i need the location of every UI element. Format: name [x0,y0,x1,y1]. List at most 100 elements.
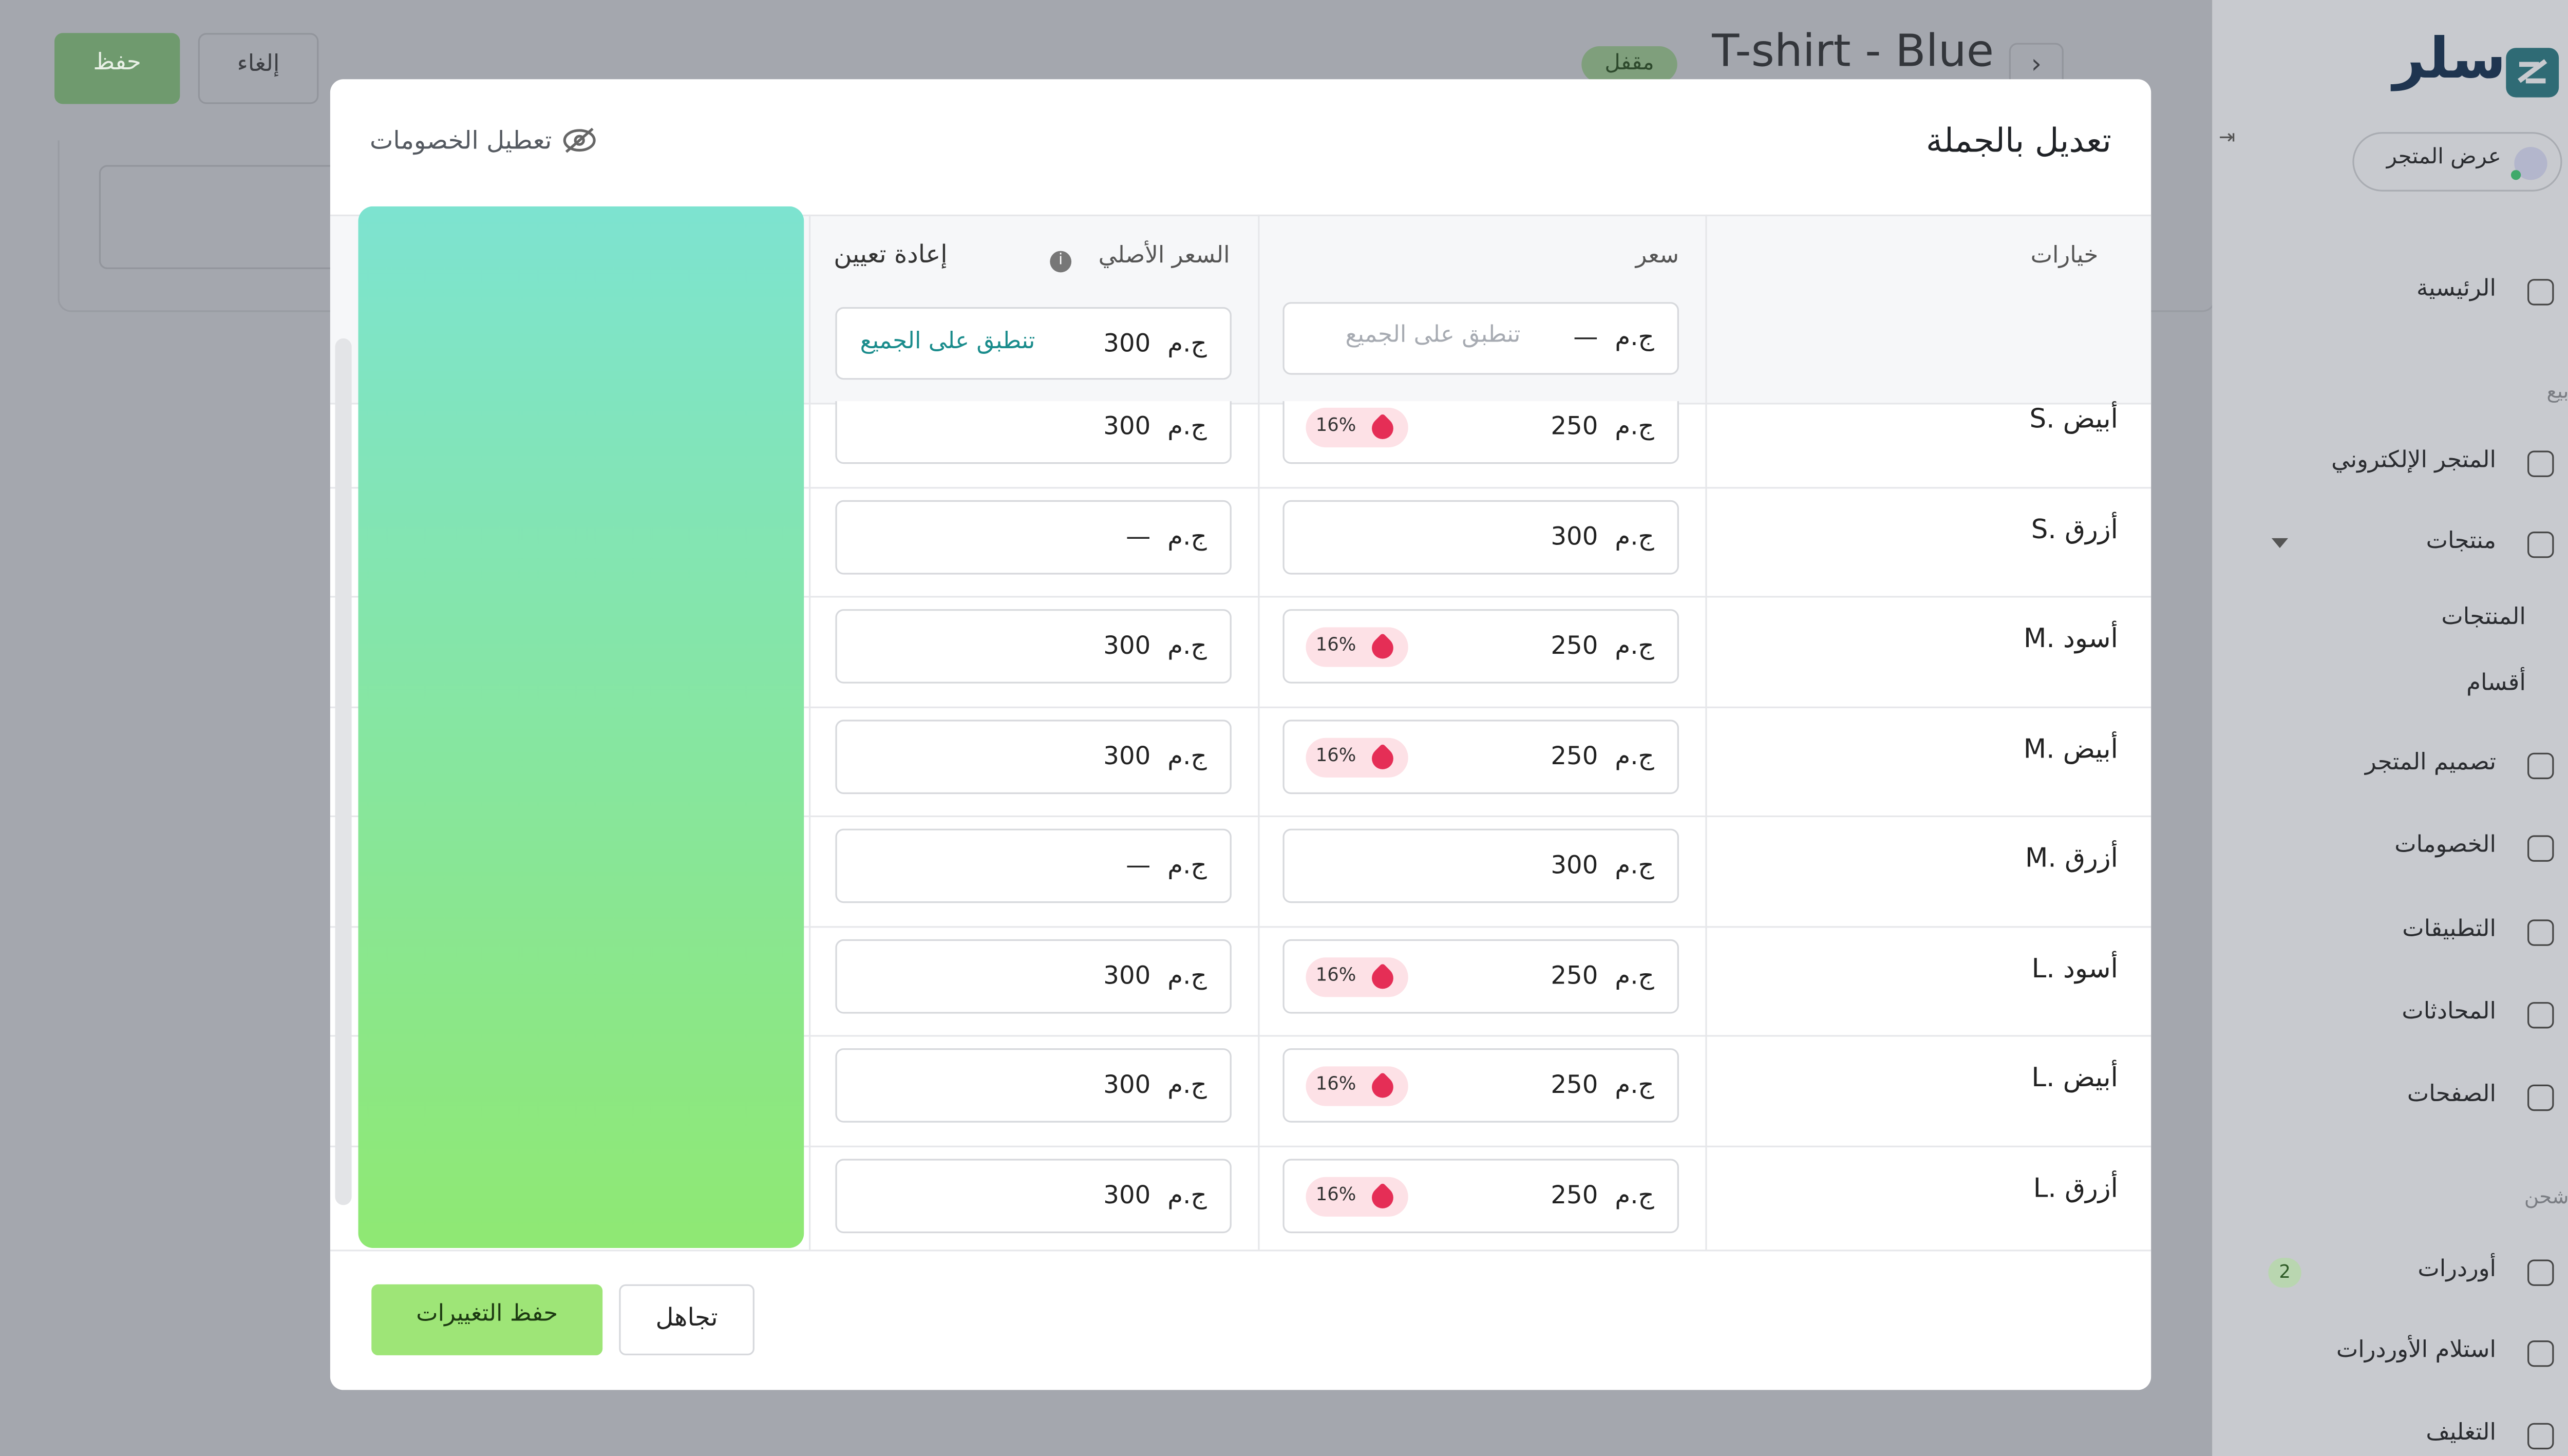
nav-icon [2527,1340,2554,1367]
original-input[interactable]: ج.م 300 [835,718,1232,793]
nav-label[interactable]: استلام الأوردرات [2336,1337,2496,1364]
original-input[interactable]: ج.م 300 [835,609,1232,684]
info-icon[interactable]: i [1050,251,1072,273]
quantity-apply-input[interactable]: تنطبق على الجميع [386,302,783,375]
nav-label[interactable]: منتجات [2426,528,2496,555]
nav-label[interactable]: أوردرات [2418,1256,2496,1283]
price-value: 250 [1551,630,1598,660]
original-apply-input[interactable]: ج.م 300 تنطبق على الجميع [835,307,1232,380]
discount-badge: 16% [1306,737,1408,777]
quantity-value: 29 [726,407,758,438]
quantity-input[interactable]: 29 [386,938,783,1013]
original-value: 300 [1103,411,1151,441]
price-apply-input[interactable]: ج.م — تنطبق على الجميع [1282,302,1679,375]
disable-discounts[interactable]: تعطيل الخصومات [370,125,598,155]
quantity-input[interactable]: 29 [386,828,783,903]
nav-icon [2527,1084,2554,1111]
store-button-label: عرض المتجر [2386,145,2501,171]
original-input[interactable]: ج.م 300 [835,401,1232,464]
bg-cancel-button[interactable]: إلغاء [198,33,319,104]
store-button[interactable]: عرض المتجر [2352,132,2562,192]
nav-label[interactable]: الخصومات [2394,832,2496,859]
quantity-input[interactable]: 29 [386,401,783,464]
nav-icon [2527,752,2554,780]
original-value: — [1126,850,1151,880]
original-value: 300 [1103,960,1151,990]
original-input[interactable]: ج.م — [835,828,1232,903]
discount-badge: 16% [1306,407,1408,448]
nav-label[interactable]: التطبيقات [2402,916,2496,943]
price-value: 250 [1551,411,1598,441]
original-input[interactable]: ج.م 300 [835,1048,1232,1123]
currency: ج.م [1167,328,1207,358]
currency: ج.م [1167,740,1207,770]
quantity-input[interactable]: 29 [386,499,783,574]
currency: ج.م [1615,322,1654,352]
nav-label[interactable]: أقسام [2466,670,2526,697]
currency: ج.م [1615,740,1654,770]
scrollbar[interactable] [335,338,352,1205]
col-reset[interactable]: إعادة تعيين [834,239,948,269]
col-divider [1705,214,1707,1250]
logo: سلر [2393,26,2506,92]
row-divider [330,815,2151,818]
price-input[interactable]: ج.م 250 16% [1282,1158,1679,1233]
dismiss-button[interactable]: تجاهل [619,1284,754,1355]
apply-all-link[interactable]: تنطبق على الجميع [860,328,1035,355]
original-input[interactable]: ج.م 300 [835,938,1232,1013]
original-input[interactable]: ج.م — [835,499,1232,574]
quantity-value: 29 [726,737,758,767]
price-input[interactable]: ج.م 250 16% [1282,718,1679,793]
quantity-value: 29 [726,846,758,877]
nav-label[interactable]: الرئيسية [2416,275,2496,302]
row-divider [330,925,2151,927]
option-label: M. أسود [2023,622,2118,654]
quantity-value: 29 [726,627,758,657]
nav-label[interactable]: المحادثات [2402,998,2496,1026]
quantity-input[interactable]: 29 [386,718,783,793]
price-value: 250 [1551,740,1598,770]
quantity-input[interactable]: 29 [386,609,783,684]
currency: ج.م [1167,411,1207,441]
option-label: L. أبيض [2031,1061,2118,1093]
save-changes-button[interactable]: حفظ التغييرات [371,1284,603,1355]
price-value: 250 [1551,1069,1598,1100]
nav-label[interactable]: الصفحات [2407,1081,2496,1108]
bg-save-button[interactable]: حفظ [54,33,180,104]
col-divider [1258,214,1260,1250]
logo-icon [2506,48,2559,98]
nav-label[interactable]: التغليف [2426,1420,2496,1446]
price-input[interactable]: ج.م 250 16% [1282,1048,1679,1123]
original-input[interactable]: ج.م 300 [835,1158,1232,1233]
option-label: M. أزرق [2025,842,2118,874]
col-original-price: السعر الأصلي [1098,242,1230,269]
currency: ج.م [1167,1179,1207,1209]
discount-value: 16% [1315,963,1356,985]
discount-tag [1367,413,1398,444]
price-value: 300 [1551,521,1598,551]
quantity-input[interactable]: 29 [386,1048,783,1123]
modal: تعديل بالجملة تعطيل الخصومات S. أبيض ج.م 2… [330,79,2151,1390]
collapse-icon[interactable]: ⇥ [2219,125,2236,149]
price-input[interactable]: ج.م 250 16% [1282,401,1679,464]
nav-label[interactable]: المتجر الإلكتروني [2331,447,2496,474]
original-value: 300 [1103,630,1151,660]
price-input[interactable]: ج.م 300 [1282,499,1679,574]
original-value: 300 [1103,740,1151,770]
discount-value: 16% [1315,414,1356,436]
nav-arrow [2271,538,2288,549]
quantity-input[interactable]: 29 [386,1158,783,1233]
quantity-value: 29 [726,956,758,987]
currency: ج.م [1615,521,1654,551]
price-input[interactable]: ج.م 250 16% [1282,609,1679,684]
nav-label[interactable]: المنتجات [2441,604,2526,631]
nav-label[interactable]: تصميم المتجر [2365,749,2496,776]
discount-tag [1367,633,1398,664]
nav-icon [2527,1423,2554,1450]
discount-tag [1367,1072,1398,1103]
price-input[interactable]: ج.م 300 [1282,828,1679,903]
price-input[interactable]: ج.م 250 16% [1282,938,1679,1013]
currency: ج.م [1167,630,1207,660]
option-label: S. أزرق [2031,513,2118,544]
